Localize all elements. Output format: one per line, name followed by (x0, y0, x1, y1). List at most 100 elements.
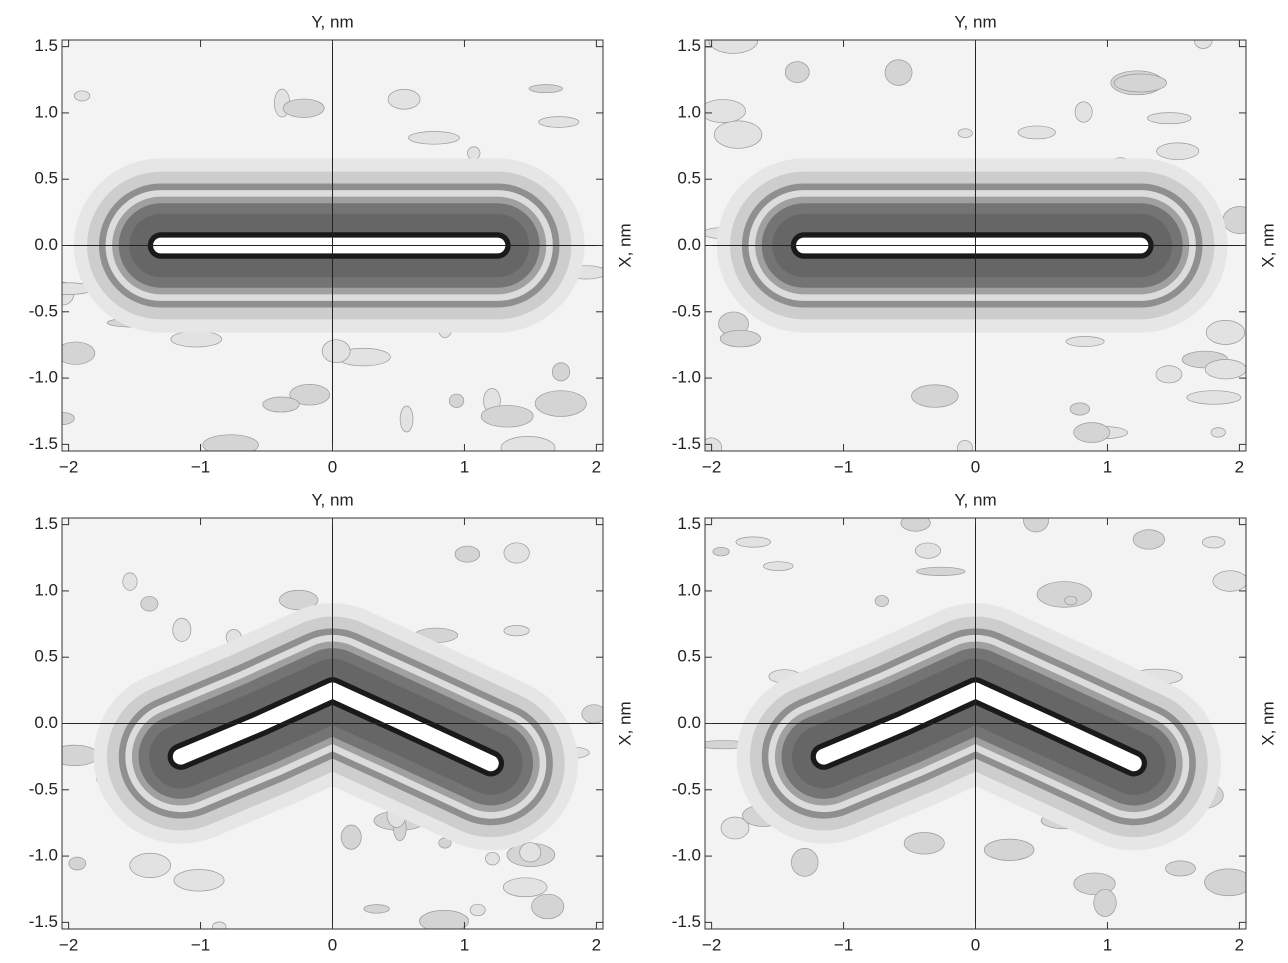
noise-patch (1210, 427, 1226, 438)
y-tick-label: -1.5 (29, 912, 58, 931)
noise-patch (1132, 529, 1165, 550)
x-tick-label: 1 (1103, 457, 1112, 476)
noise-patch (502, 877, 548, 898)
noise-patch (448, 393, 465, 408)
noise-patch (719, 329, 761, 348)
noise-patch (874, 595, 889, 607)
noise-patch (538, 116, 580, 128)
y-tick-label: -0.5 (672, 301, 701, 320)
noise-patch (903, 832, 945, 855)
noise-patch (531, 893, 565, 920)
noise-patch (1113, 73, 1167, 93)
noise-patch (712, 546, 730, 557)
noise-patch (340, 824, 362, 850)
y-tick-label: -1.5 (672, 434, 701, 453)
noise-patch (528, 84, 563, 94)
noise-patch (763, 561, 794, 571)
noise-patch (480, 405, 534, 428)
axis-title: Y, nm (311, 490, 353, 509)
noise-patch (62, 341, 96, 365)
x-tick-label: 1 (1103, 935, 1112, 954)
y-tick-label: 0.5 (34, 169, 58, 188)
x-tick-label: −2 (59, 935, 78, 954)
noise-patch (1065, 336, 1105, 347)
x-tick-label: −1 (834, 935, 853, 954)
y-tick-label: -1.0 (672, 368, 701, 387)
noise-patch (68, 856, 87, 871)
noise-patch (1155, 365, 1183, 384)
y-tick-label: 0.0 (677, 713, 701, 732)
noise-patch (1073, 422, 1111, 443)
x-tick-label: −2 (702, 935, 721, 954)
noise-patch (62, 744, 99, 766)
noise-patch (467, 146, 481, 161)
noise-patch (1222, 206, 1246, 234)
y-tick-label: 1.0 (677, 580, 701, 599)
x-tick-label: 0 (971, 935, 980, 954)
noise-patch (1204, 359, 1246, 380)
axis-title: Y, nm (311, 12, 353, 31)
noise-patch (1201, 536, 1226, 549)
y-tick-label: -1.5 (29, 434, 58, 453)
noise-patch (173, 869, 225, 892)
noise-patch (1212, 570, 1246, 592)
noise-patch (202, 434, 259, 451)
y-tick-label: 1.5 (34, 36, 58, 55)
noise-patch (1204, 868, 1246, 897)
noise-patch (1147, 112, 1192, 125)
noise-patch (289, 384, 331, 406)
y-tick-label: -0.5 (672, 779, 701, 798)
noise-patch (282, 98, 325, 118)
y-tick-label: 1.0 (34, 580, 58, 599)
noise-patch (129, 852, 171, 878)
noise-patch (713, 120, 763, 149)
noise-patch (363, 904, 390, 914)
y-tick-label: 1.0 (34, 102, 58, 121)
y-tick-label: 0.5 (34, 647, 58, 666)
y-tick-label: -1.0 (672, 846, 701, 865)
noise-patch (485, 851, 500, 866)
y-tick-label: 1.5 (677, 36, 701, 55)
noise-patch (900, 518, 931, 532)
y-tick-label: 0.0 (677, 235, 701, 254)
noise-patch (1036, 581, 1093, 608)
x-tick-label: 2 (1235, 457, 1244, 476)
y-tick-label: -0.5 (29, 301, 58, 320)
x-tick-label: 0 (328, 457, 337, 476)
noise-patch (503, 542, 530, 564)
noise-patch (708, 40, 758, 54)
noise-patch (1205, 320, 1246, 345)
noise-patch (884, 59, 913, 86)
noise-patch (419, 910, 470, 929)
noise-patch (720, 816, 750, 840)
noise-patch (1165, 860, 1196, 877)
x-tick-label: 2 (592, 935, 601, 954)
noise-patch (957, 439, 974, 451)
noise-patch (705, 99, 746, 123)
noise-patch (170, 330, 223, 348)
y-tick-label: -1.5 (672, 912, 701, 931)
y-tick-label: -1.0 (29, 846, 58, 865)
noise-patch (1069, 402, 1090, 416)
panel: −2 −1 0 1 2 -1.5 -1.0 -0.5 0.0 0.5 1.0 1.5 Y, nm X, n… (29, 12, 635, 476)
x-tick-label: −2 (702, 457, 721, 476)
y-tick-label: 1.5 (34, 514, 58, 533)
noise-patch (581, 704, 603, 724)
x-tick-label: 2 (1235, 935, 1244, 954)
noise-patch (534, 390, 587, 417)
y-tick-label: -1.0 (29, 368, 58, 387)
noise-patch (1156, 142, 1200, 160)
noise-patch (399, 405, 414, 433)
noise-patch (172, 617, 192, 642)
axis-label: X, nm (615, 223, 634, 267)
noise-patch (1074, 101, 1093, 123)
noise-patch (519, 842, 542, 863)
noise-patch (278, 589, 319, 611)
x-tick-label: 0 (971, 457, 980, 476)
y-tick-label: 0.0 (34, 713, 58, 732)
noise-patch (212, 921, 227, 929)
y-tick-label: -0.5 (29, 779, 58, 798)
x-tick-label: 1 (460, 457, 469, 476)
